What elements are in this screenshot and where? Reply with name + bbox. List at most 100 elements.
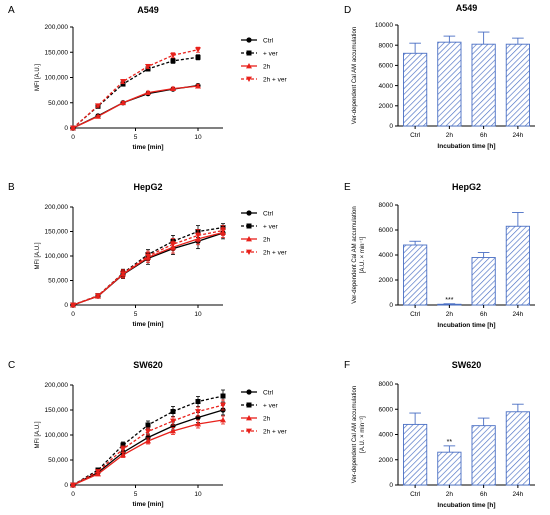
legend-label: 2h + ver	[263, 249, 288, 256]
bar-2h	[437, 451, 462, 486]
y-tick-label: 8000	[379, 42, 394, 49]
y-axis-label: MFI [A.U.]	[35, 242, 41, 269]
legend-item: Ctrl	[241, 389, 274, 396]
data-point-2	[120, 99, 126, 106]
legend-item: 2h	[241, 415, 271, 422]
y-tick-label: 0	[389, 302, 393, 309]
data-point-4	[170, 428, 176, 434]
data-point-legend	[246, 63, 252, 69]
x-tick-label: 24h	[512, 132, 523, 139]
series-line	[72, 56, 199, 129]
data-point-legend	[246, 249, 252, 255]
data-point-3	[145, 63, 151, 70]
data-point-legend	[246, 236, 252, 242]
x-tick-label: 6h	[480, 491, 488, 498]
legend-label: 2h	[263, 415, 271, 422]
data-point-0	[70, 302, 76, 308]
bar-6h	[471, 43, 496, 127]
significance-label: **	[447, 439, 453, 446]
x-tick-label: 0	[71, 491, 75, 498]
data-point-4	[170, 85, 176, 92]
x-axis-label: time [min]	[132, 501, 163, 508]
panel-label: C	[8, 360, 15, 371]
chart-title: A549	[137, 5, 159, 15]
x-tick-label: 5	[134, 491, 138, 498]
x-tick-label: 2h	[446, 132, 454, 139]
legend-label: 2h	[263, 236, 271, 243]
y-tick-label: 8000	[379, 202, 394, 209]
bar-chart-d: D A549 0 2000 4000 6000 8000 10000 Ctrl 2h 6h 24h In…	[344, 3, 535, 150]
y-tick-label: 100,000	[45, 253, 69, 260]
panel-label: A	[8, 5, 15, 16]
y-tick-label: 2000	[379, 457, 394, 464]
y-tick-label: 150,000	[45, 407, 69, 414]
y-tick-label: 150,000	[45, 49, 69, 56]
panel-label: D	[344, 5, 351, 16]
data-point-legend	[246, 223, 252, 229]
data-point-6	[220, 393, 226, 399]
data-point-4	[170, 409, 176, 414]
x-tick-label: Ctrl	[410, 491, 421, 498]
legend-item: 2h + ver	[241, 76, 288, 83]
data-point-5	[195, 421, 201, 427]
data-point-legend	[246, 402, 252, 408]
legend-item: 2h + ver	[241, 428, 288, 435]
chart-title: SW620	[452, 360, 482, 370]
series-2h	[70, 83, 201, 131]
data-point-4	[170, 52, 176, 59]
data-point-4	[170, 58, 176, 64]
data-point-3	[145, 434, 151, 441]
x-tick-label: 2h	[446, 311, 454, 318]
chart-title: A549	[456, 3, 478, 13]
series-line	[72, 85, 199, 129]
line-chart-a: A A549 0 50,000 100,000 150,000 200,000 0 5 10 tim…	[8, 5, 288, 151]
data-point-3	[145, 89, 151, 96]
y-axis-label: Ver-dependent Cal AM accumulation	[352, 206, 358, 303]
data-point-3	[145, 438, 151, 444]
series-2h-ver	[70, 399, 226, 488]
data-point-legend	[246, 37, 252, 43]
data-point-6	[220, 228, 226, 234]
bar-2h	[437, 41, 462, 127]
y-tick-label: 100,000	[45, 75, 69, 82]
data-point-2	[120, 452, 126, 458]
x-tick-label: 5	[134, 134, 138, 141]
y-tick-label: 6000	[379, 63, 394, 70]
y-axis-label: MFI [A.U.]	[35, 421, 41, 448]
x-tick-label: 0	[71, 134, 75, 141]
x-axis-label: Incubation time [h]	[437, 143, 495, 150]
y-tick-label: 4000	[379, 252, 394, 259]
data-point-1	[95, 469, 101, 475]
x-tick-label: 5	[134, 311, 138, 318]
x-tick-label: 10	[194, 491, 202, 498]
legend-label: 2h	[263, 63, 271, 70]
y-tick-label: 4000	[379, 432, 394, 439]
legend-label: 2h + ver	[263, 428, 288, 435]
legend-item: + ver	[241, 402, 278, 409]
series-2h-ver	[70, 46, 201, 131]
panel-label: F	[344, 360, 350, 371]
data-point-4	[170, 241, 176, 248]
x-tick-label: Ctrl	[410, 132, 421, 139]
x-tick-label: 2h	[446, 491, 454, 498]
legend-item: 2h	[241, 236, 271, 243]
line-chart-b: B HepG2 0 50,000 100,000 150,000 200,000 0 5 10 ti…	[8, 182, 288, 328]
bar-chart-e: E HepG2 0 2000 4000 6000 8000 Ctrl 2h *** 6h 24h Inc…	[344, 182, 535, 329]
panel-label: E	[344, 182, 351, 193]
y-tick-label: 50,000	[48, 278, 68, 285]
y-axis-label: MFI [A.U.]	[35, 64, 41, 91]
bar-chart-f: F SW620 0 2000 4000 6000 8000 Ctrl 2h ** 6h 24h Incu…	[344, 360, 535, 509]
legend-label: 2h + ver	[263, 76, 288, 83]
series-line	[72, 49, 199, 129]
data-point-5	[195, 399, 201, 404]
legend-item: Ctrl	[241, 37, 274, 44]
data-point-legend	[246, 389, 252, 395]
series-line	[72, 84, 199, 129]
data-point-2	[120, 442, 126, 448]
y-tick-label: 2000	[379, 103, 394, 110]
data-point-3	[145, 429, 151, 435]
data-point-5	[195, 83, 201, 89]
x-axis-label: time [min]	[132, 144, 163, 151]
bar-ctrl	[403, 52, 428, 127]
bar-24h	[505, 225, 530, 306]
